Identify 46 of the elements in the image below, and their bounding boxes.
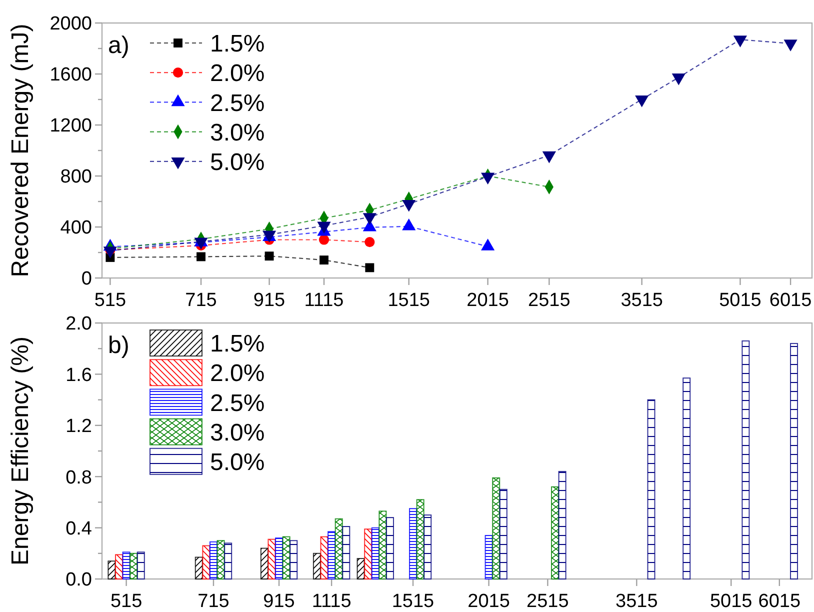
legend-label: 3.0% [210,419,265,446]
x-tick-label: 915 [263,591,295,612]
x-tick-label: 1115 [312,591,352,612]
y-tick-label: 1200 [50,116,92,137]
x-tick-label: 6015 [769,290,812,311]
y-axis-title: Recovered Energy (mJ) [7,24,34,278]
y-tick-label: 800 [60,166,92,188]
x-tick-label: 515 [110,591,142,612]
y-axis-title: Energy Efficiency (%) [7,336,34,566]
x-tick-label: 1115 [304,290,344,311]
legend-label: 5.0% [210,149,265,176]
y-tick-label: 1600 [50,64,92,86]
legend-label: 1.5% [210,330,265,358]
x-tick-label: 2015 [468,591,510,612]
annotation: b) [108,332,130,359]
x-tick-label: 5015 [719,290,762,311]
y-tick-label: 2.0 [66,314,92,335]
legend-label: 1.5% [210,30,265,58]
y-tick-label: 0.0 [66,570,92,591]
y-tick-label: 0.4 [66,518,92,540]
legend-label: 5.0% [210,449,265,476]
y-tick-label: 0 [81,268,92,290]
legend-label: 2.5% [210,90,265,117]
x-tick-label: 1515 [388,290,430,311]
x-tick-label: 3515 [620,290,663,311]
x-tick-label: 715 [198,591,230,612]
x-tick-label: 6015 [758,591,801,612]
x-tick-label: 5015 [710,591,752,612]
x-tick-label: 2015 [466,290,509,311]
x-tick-label: 715 [185,290,217,311]
y-tick-label: 1.2 [66,416,92,438]
legend-label: 2.5% [210,390,265,417]
legend-label: 3.0% [210,119,265,146]
y-tick-label: 1.6 [66,364,92,386]
y-tick-label: 2000 [50,14,92,35]
x-tick-label: 515 [94,290,126,311]
annotation: a) [108,32,130,59]
legend-label: 2.0% [210,360,265,388]
x-tick-label: 915 [253,290,286,311]
x-tick-label: 2515 [526,591,569,612]
x-tick-label: 2515 [528,290,570,311]
y-tick-label: 0.8 [66,467,92,488]
legend-label: 2.0% [210,60,265,88]
x-tick-label: 1515 [392,591,434,612]
y-tick-label: 400 [60,218,92,239]
x-tick-label: 3515 [616,591,658,612]
